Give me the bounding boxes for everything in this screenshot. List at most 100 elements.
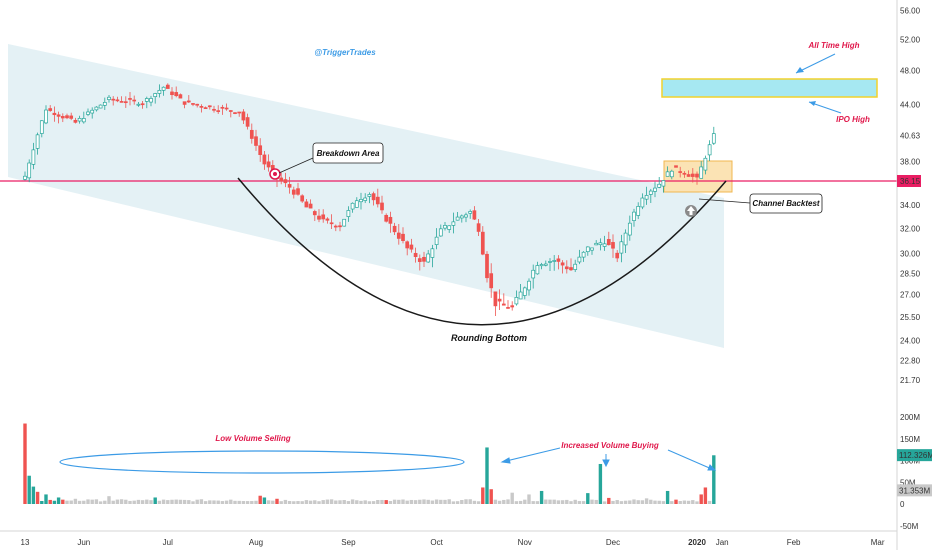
volume-bar bbox=[493, 499, 498, 504]
volume-bar bbox=[279, 501, 283, 504]
candle-body bbox=[531, 269, 536, 279]
low-volume-ellipse bbox=[59, 450, 465, 474]
volume-bar bbox=[644, 498, 649, 504]
candle-body bbox=[35, 134, 40, 149]
price-tick-label: 36.15 bbox=[900, 177, 921, 186]
volume-bar bbox=[69, 500, 73, 504]
volume-bar bbox=[674, 499, 678, 504]
volume-bar bbox=[695, 501, 699, 504]
volume-bar bbox=[447, 499, 451, 504]
candle-body bbox=[539, 264, 544, 267]
volume-bar bbox=[590, 499, 594, 504]
candle-body bbox=[119, 101, 124, 103]
volume-bar bbox=[292, 501, 296, 504]
volume-bar bbox=[250, 501, 254, 504]
volume-bar bbox=[699, 494, 703, 504]
volume-bar bbox=[199, 499, 204, 504]
candle-body bbox=[174, 92, 179, 97]
candle-body bbox=[556, 258, 561, 262]
candle-body bbox=[258, 145, 263, 155]
candle-body bbox=[342, 218, 347, 227]
volume-bars bbox=[23, 423, 716, 504]
volume-bar bbox=[254, 500, 258, 504]
candle-body bbox=[674, 165, 678, 168]
candle-body bbox=[430, 248, 435, 258]
volume-bar bbox=[502, 499, 506, 504]
candle-body bbox=[266, 161, 271, 168]
price-tick-label: 28.50 bbox=[900, 270, 921, 279]
volume-bar bbox=[703, 487, 708, 504]
volume-bar bbox=[56, 497, 61, 504]
candle-body bbox=[346, 210, 351, 217]
candle-body bbox=[384, 214, 389, 222]
volume-bar bbox=[397, 499, 401, 504]
volume-bar bbox=[304, 500, 309, 504]
candle-body bbox=[632, 211, 636, 221]
volume-tick-label: -50M bbox=[900, 522, 919, 531]
volume-bar bbox=[136, 499, 141, 504]
price-axis[interactable]: 56.00 52.00 48.00 44.00 40.63 38.00 36.15 34.00… bbox=[897, 6, 921, 385]
volume-bar bbox=[485, 447, 489, 504]
price-tick-label: 30.00 bbox=[900, 250, 921, 259]
candle-body bbox=[123, 101, 128, 104]
ath-arrow-icon bbox=[796, 67, 804, 73]
volume-bar bbox=[464, 499, 468, 504]
volume-bar bbox=[195, 499, 199, 504]
candle-body bbox=[359, 198, 363, 203]
volume-bar bbox=[258, 495, 262, 504]
volume-bar bbox=[510, 492, 514, 504]
candle-body bbox=[510, 305, 515, 308]
candle-body bbox=[262, 154, 267, 165]
candle-body bbox=[170, 91, 174, 96]
candle-body bbox=[69, 115, 74, 119]
candle-body bbox=[472, 210, 477, 220]
candle-body bbox=[102, 102, 107, 106]
volume-bar bbox=[313, 500, 317, 504]
candle-body bbox=[178, 94, 183, 99]
ipo-arrow-icon bbox=[809, 101, 816, 106]
volume-bar bbox=[422, 499, 426, 504]
candle-body bbox=[543, 263, 548, 266]
volume-bar bbox=[48, 499, 52, 504]
volume-bar bbox=[409, 499, 414, 504]
ipo-label: IPO High bbox=[836, 115, 870, 124]
time-axis[interactable]: 13JunJulAugSepOctNovDec2020JanFebMarApr bbox=[21, 538, 932, 547]
candle-body bbox=[459, 215, 464, 219]
candle-body bbox=[338, 225, 342, 228]
candle-body bbox=[375, 196, 380, 205]
candle-body bbox=[44, 109, 48, 124]
candle-body bbox=[228, 110, 233, 112]
candle-body bbox=[212, 108, 216, 111]
volume-bar bbox=[691, 500, 695, 504]
candle-body bbox=[304, 201, 309, 208]
candle-body bbox=[602, 243, 607, 247]
volume-bar bbox=[203, 501, 208, 504]
candle-body bbox=[354, 200, 359, 208]
level-tag bbox=[897, 175, 921, 187]
volume-bar bbox=[241, 501, 246, 504]
volume-bar bbox=[212, 500, 216, 504]
volume-bar bbox=[653, 500, 657, 504]
increased-volume-label: Increased Volume Buying bbox=[561, 441, 659, 450]
volume-bar bbox=[497, 500, 502, 504]
candle-body bbox=[132, 99, 137, 102]
volume-bar bbox=[384, 500, 388, 504]
volume-bar bbox=[266, 500, 271, 504]
volume-bar bbox=[481, 487, 485, 504]
rounding-bottom-label: Rounding Bottom bbox=[451, 333, 527, 343]
volume-bar bbox=[237, 500, 241, 504]
candle-body bbox=[111, 98, 116, 101]
candle-body bbox=[207, 105, 212, 108]
candle-body bbox=[317, 215, 321, 220]
volume-bar bbox=[682, 500, 687, 504]
time-tick-label: Nov bbox=[518, 538, 532, 547]
candle-body bbox=[577, 256, 582, 263]
candle-body bbox=[560, 262, 565, 266]
volume-bar bbox=[355, 500, 359, 504]
candle-body bbox=[640, 197, 645, 208]
candle-body bbox=[333, 225, 338, 228]
candle-body bbox=[149, 98, 153, 103]
volume-bar bbox=[308, 500, 313, 504]
